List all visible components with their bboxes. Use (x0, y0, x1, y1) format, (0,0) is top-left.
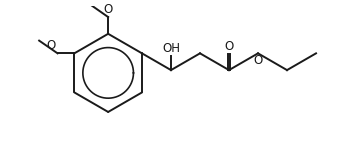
Text: O: O (224, 40, 234, 53)
Text: O: O (253, 54, 263, 67)
Text: OH: OH (162, 42, 180, 55)
Text: O: O (47, 39, 56, 52)
Text: O: O (103, 3, 113, 16)
